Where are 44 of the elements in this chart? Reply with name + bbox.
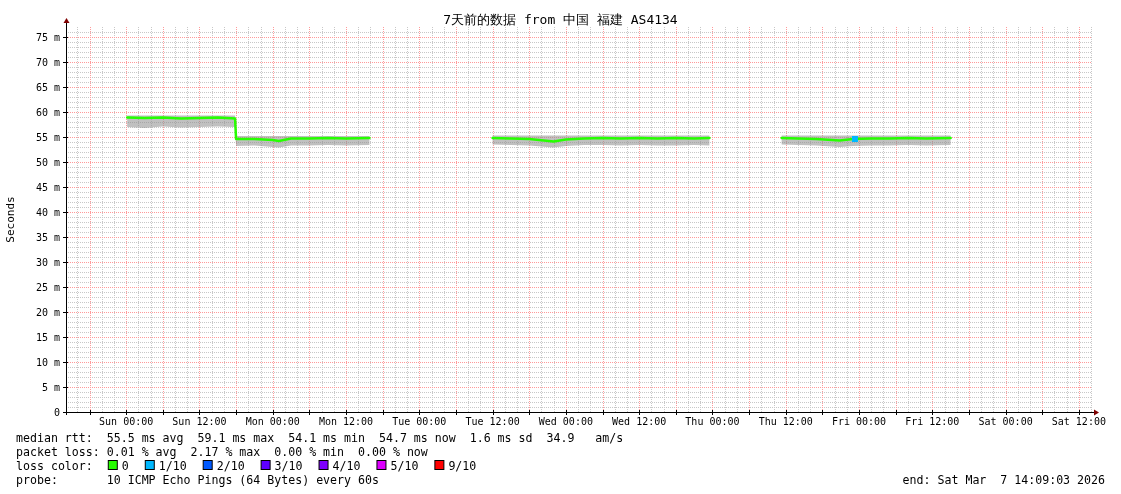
annotation: median rtt: 55.5 ms avg 59.1 ms max 54.1 ms min 54.7 ms now 1.6 ms sd 34.9 am/s <box>16 431 624 445</box>
xtick-label: Thu 00:00 <box>685 416 740 427</box>
legend-title: loss color: <box>16 459 93 473</box>
xtick-label: Thu 12:00 <box>758 416 813 427</box>
legend-label: 4/10 <box>332 459 361 473</box>
xtick-label: Tue 00:00 <box>392 416 447 427</box>
ytick-label: 0 <box>53 406 60 418</box>
ytick-label: 60 m <box>35 106 60 118</box>
legend-label: 1/10 <box>158 459 187 473</box>
legend-label: 3/10 <box>274 459 303 473</box>
ytick-label: 75 m <box>35 31 60 43</box>
ytick-label: 35 m <box>35 231 60 243</box>
ytick-label: 50 m <box>35 156 60 168</box>
xtick-label: Fri 00:00 <box>831 416 887 427</box>
xtick-label: Mon 12:00 <box>318 416 374 427</box>
legend-label: 0 <box>121 459 129 473</box>
ytick-label: 40 m <box>35 206 60 218</box>
ytick-label: 65 m <box>35 81 60 93</box>
ytick-label: 15 m <box>35 331 60 343</box>
ytick-label: 25 m <box>35 281 60 293</box>
legend-label: 2/10 <box>216 459 245 473</box>
annotation: packet loss: 0.01 % avg 2.17 % max 0.00 % min 0.00 % now <box>16 445 428 459</box>
ytick-label: 5 m <box>41 381 60 393</box>
xtick-label: Wed 12:00 <box>612 416 667 427</box>
xtick-label: Fri 12:00 <box>905 416 960 427</box>
legend-label: 5/10 <box>390 459 419 473</box>
ytick-label: 45 m <box>35 181 60 193</box>
annotation: probe: 10 ICMP Echo Pings (64 Bytes) every 60s <box>16 473 379 487</box>
xtick-label: Tue 12:00 <box>465 416 520 427</box>
title: 7天前的数据 from 中国 福建 AS4134 <box>443 12 678 27</box>
xtick-label: Mon 00:00 <box>245 416 300 427</box>
legend-label: 9/10 <box>448 459 477 473</box>
annotation: end: Sat Mar 7 14:09:03 2026 <box>902 473 1105 487</box>
ylabel: Seconds <box>4 196 17 243</box>
ytick-label: 55 m <box>35 131 60 143</box>
ytick-label: 30 m <box>35 256 60 268</box>
ytick-label: 10 m <box>35 356 60 368</box>
ytick-label: 70 m <box>35 56 60 68</box>
xtick-label: Sat 00:00 <box>978 416 1033 427</box>
ytick-label: 20 m <box>35 306 60 318</box>
xtick-label: Sun 00:00 <box>99 416 154 427</box>
xtick-label: Sun 12:00 <box>172 416 227 427</box>
xtick-label: Wed 00:00 <box>538 416 593 427</box>
xtick-label: Sat 12:00 <box>1051 416 1106 427</box>
